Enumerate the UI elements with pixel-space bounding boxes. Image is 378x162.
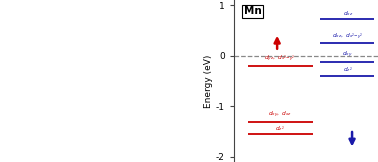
Text: $d_{xy},\ d_{xz}$: $d_{xy},\ d_{xz}$ <box>268 110 292 120</box>
Y-axis label: Energy (eV): Energy (eV) <box>204 54 213 108</box>
Text: $d_{yz},\ d_{x^2\!-\!y^2}$: $d_{yz},\ d_{x^2\!-\!y^2}$ <box>264 54 296 64</box>
Text: $d_{xz},\ d_{x^2\!-\!y^2}$: $d_{xz},\ d_{x^2\!-\!y^2}$ <box>332 31 364 41</box>
Text: Mn: Mn <box>244 6 262 17</box>
Text: $d_{xy}$: $d_{xy}$ <box>342 50 353 60</box>
Text: $d_{z^2}$: $d_{z^2}$ <box>343 65 353 74</box>
Text: $d_{xz}$: $d_{xz}$ <box>342 9 353 18</box>
Text: $d_{z^2}$: $d_{z^2}$ <box>275 124 285 133</box>
